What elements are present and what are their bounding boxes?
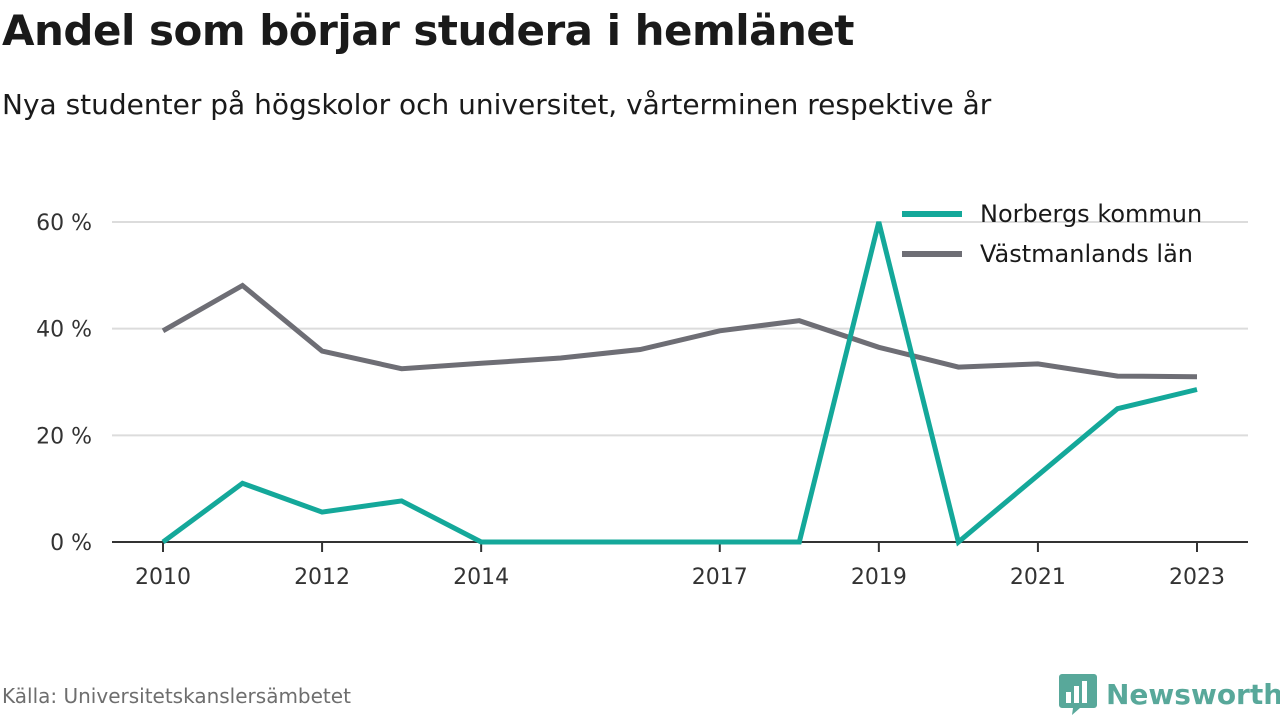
brand-logo: Newsworthy: [1058, 672, 1280, 716]
y-tick-label: 40 %: [36, 318, 92, 343]
x-tick-label: 2023: [1169, 565, 1225, 590]
source-note: Källa: Universitetskanslersämbetet: [2, 684, 351, 708]
x-tick-label: 2012: [294, 565, 350, 590]
series-line-norbergs-kommun: [161, 221, 1198, 547]
series-lines: [161, 221, 1198, 547]
legend-label: Västmanlands län: [980, 240, 1193, 268]
x-tick-label: 2017: [692, 565, 748, 590]
x-tick-label: 2014: [453, 565, 509, 590]
legend-label: Norbergs kommun: [980, 200, 1202, 228]
newsworthy-logo-icon: [1059, 674, 1097, 715]
gridlines: [112, 221, 1248, 437]
chart-subtitle: Nya studenter på högskolor och universit…: [2, 88, 992, 121]
brand-name: Newsworthy: [1106, 677, 1280, 711]
x-tick-label: 2010: [135, 565, 191, 590]
x-tick-label: 2019: [851, 565, 907, 590]
y-tick-label: 0 %: [50, 531, 92, 556]
y-tick-label: 60 %: [36, 211, 92, 236]
legend: Norbergs kommun Västmanlands län: [902, 200, 1202, 268]
y-tick-label: 20 %: [36, 424, 92, 449]
chart-title: Andel som börjar studera i hemlänet: [2, 6, 855, 55]
x-tick-label: 2021: [1010, 565, 1066, 590]
series-line-vastmanlands-lan: [161, 282, 1198, 380]
